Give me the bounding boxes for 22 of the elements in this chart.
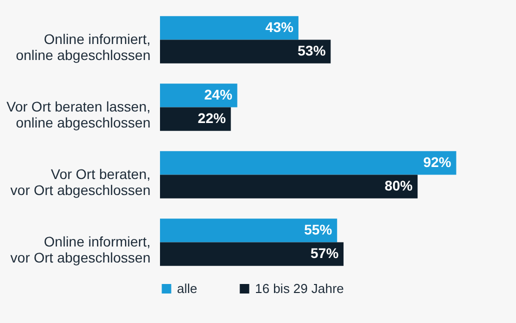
bar xyxy=(160,151,456,175)
bar xyxy=(160,40,331,64)
y-tick-label: Vor Ort beraten, vor Ort abgeschlossen xyxy=(10,166,150,198)
legend-label: alle xyxy=(177,280,198,296)
data-label: 24% xyxy=(204,86,233,102)
y-tick-label: Vor Ort beraten lassen, online abgeschlossen xyxy=(6,98,150,130)
bar xyxy=(160,84,238,108)
data-label: 55% xyxy=(304,221,333,238)
bar xyxy=(160,218,338,242)
y-tick-label: Online informiert, vor Ort abgeschlossen xyxy=(10,233,150,266)
bar xyxy=(160,242,344,266)
legend-label: 16 bis 29 Jahre xyxy=(255,280,344,296)
bar xyxy=(160,174,418,198)
data-label: 92% xyxy=(423,154,452,170)
y-tick-label: Online informiert, online abgeschlossen xyxy=(16,30,150,63)
bar xyxy=(160,107,231,131)
data-label: 43% xyxy=(265,18,294,35)
data-label: 53% xyxy=(298,42,326,59)
bar xyxy=(160,16,298,40)
data-label: 80% xyxy=(384,178,414,194)
data-label: 22% xyxy=(198,110,226,126)
data-label: 57% xyxy=(310,245,340,262)
